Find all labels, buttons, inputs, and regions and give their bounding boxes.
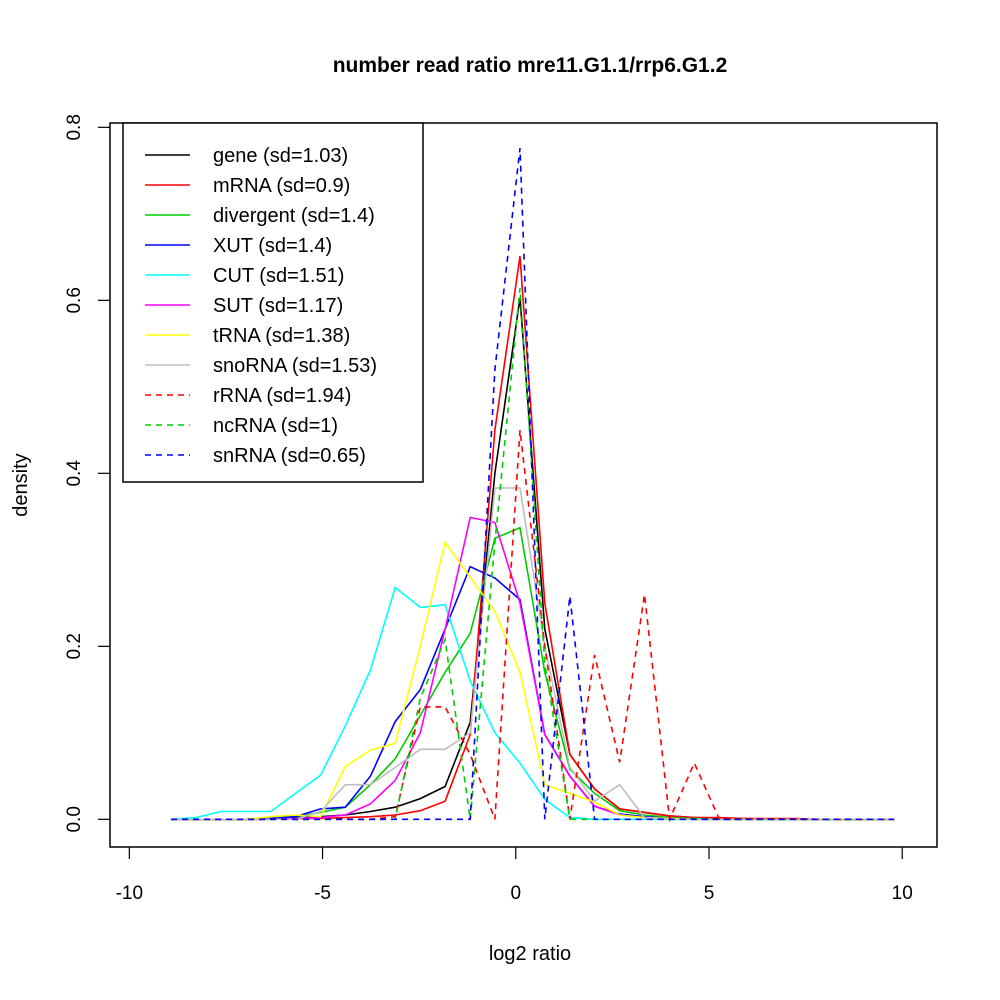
legend: gene (sd=1.03) mRNA (sd=0.9) divergent (sd…	[122, 122, 424, 483]
y-tick-label: 0.6	[64, 287, 85, 313]
y-tick-label: 0.4	[64, 460, 85, 487]
x-tick-label: -10	[116, 883, 143, 904]
x-tick-label: 5	[704, 883, 715, 904]
y-tick-label: 0.0	[64, 806, 85, 832]
legend-label: divergent (sd=1.4)	[213, 205, 375, 227]
x-axis-label: log2 ratio	[489, 943, 571, 965]
series-line-6	[171, 540, 895, 821]
series-line-10	[171, 148, 895, 821]
legend-label: ncRNA (sd=1)	[213, 415, 338, 437]
chart-title: number read ratio mre11.G1.1/rrp6.G1.2	[333, 54, 728, 77]
y-axis-label: density	[10, 453, 32, 516]
y-tick-label: 0.8	[64, 114, 85, 140]
legend-box	[122, 122, 424, 483]
legend-label: snoRNA (sd=1.53)	[213, 355, 377, 377]
legend-label: SUT (sd=1.17)	[213, 295, 343, 317]
legend-label: CUT (sd=1.51)	[213, 265, 344, 287]
legend-label: mRNA (sd=0.9)	[213, 175, 350, 197]
series-line-5	[171, 516, 895, 821]
x-tick-label: 10	[892, 883, 913, 904]
x-tick-label: -5	[314, 883, 331, 904]
legend-label: XUT (sd=1.4)	[213, 235, 332, 257]
series-line-4	[171, 586, 895, 821]
axes-layer: -10 -5 0 5 10 0.0 0.2 0.4 0.6 0.8	[64, 114, 913, 904]
legend-label: snRNA (sd=0.65)	[213, 445, 366, 467]
legend-label: tRNA (sd=1.38)	[213, 325, 350, 347]
legend-label: rRNA (sd=1.94)	[213, 385, 351, 407]
y-tick-label: 0.2	[64, 633, 85, 659]
legend-label: gene (sd=1.03)	[213, 145, 348, 167]
x-tick-label: 0	[510, 883, 521, 904]
series-layer	[171, 148, 895, 823]
